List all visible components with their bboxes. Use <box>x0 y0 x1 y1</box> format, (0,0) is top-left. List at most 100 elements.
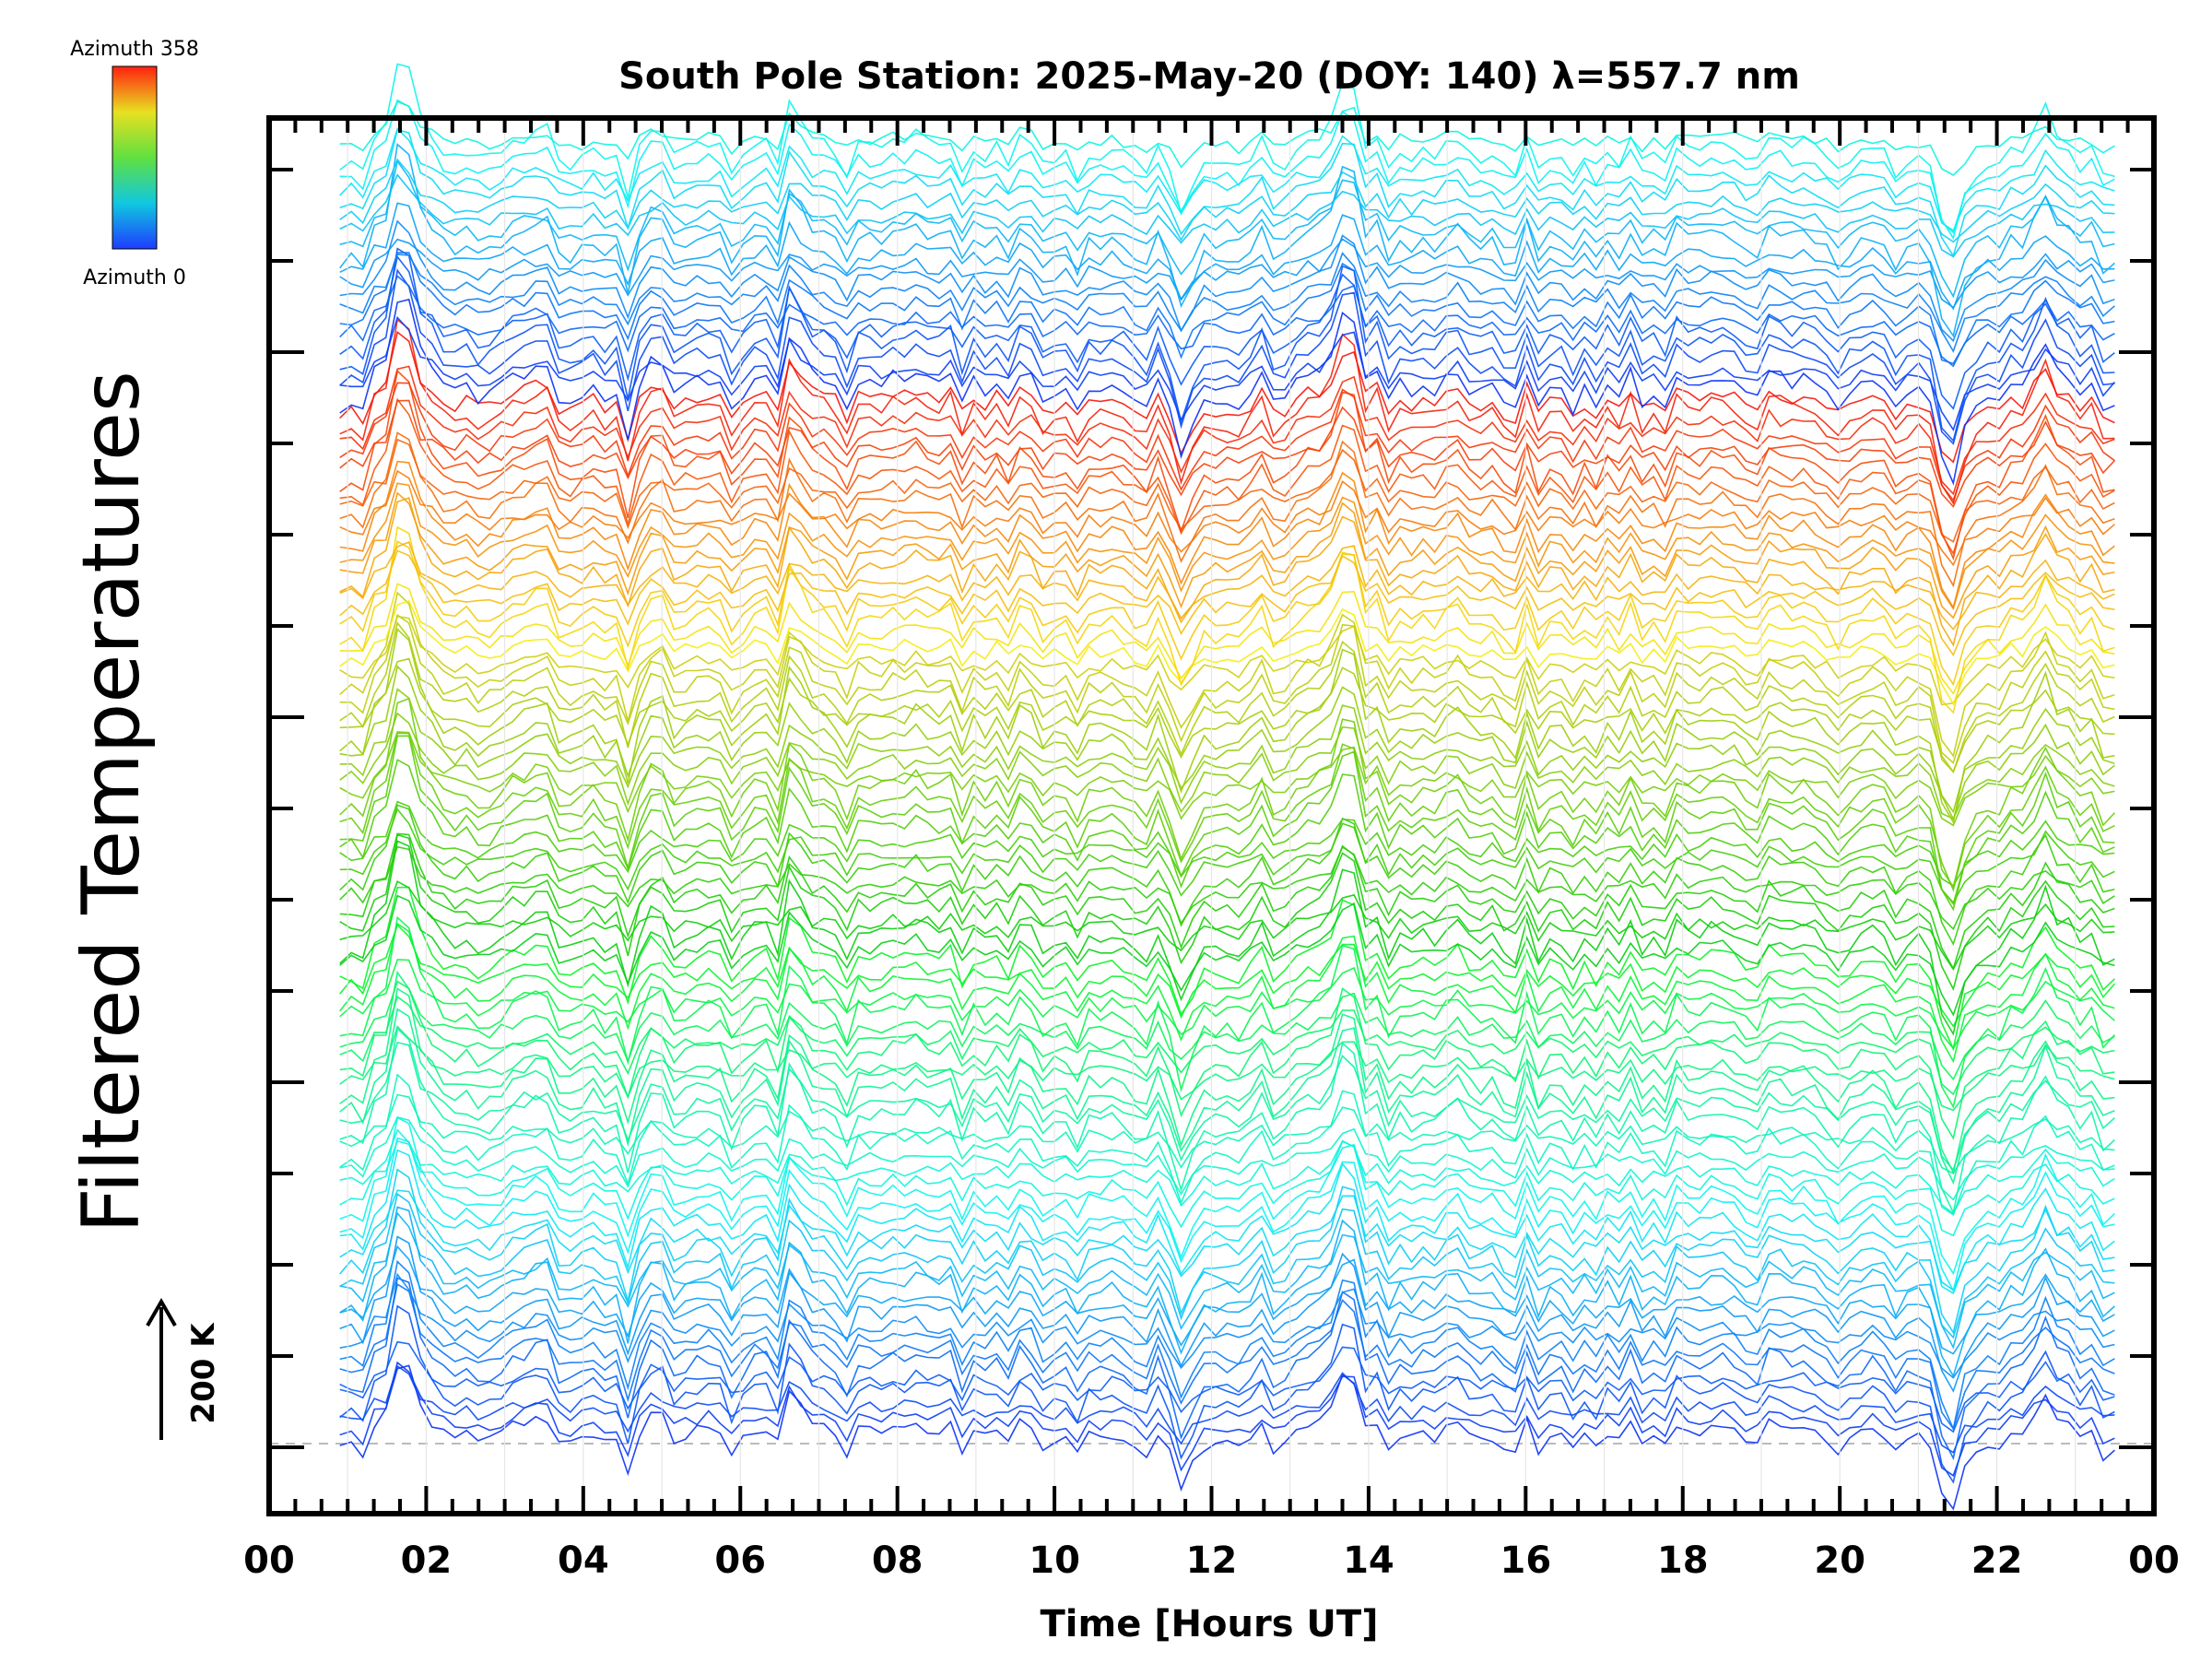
azimuth-trace <box>339 143 2115 338</box>
chart-title: South Pole Station: 2025-May-20 (DOY: 14… <box>618 55 1800 98</box>
azimuth-trace <box>339 657 2115 773</box>
colorbar-gradient <box>112 65 158 250</box>
scale-arrow-label: 200 K <box>185 1322 222 1424</box>
azimuth-trace <box>339 219 2115 343</box>
azimuth-trace <box>339 1027 2115 1215</box>
azimuth-trace <box>339 833 2115 992</box>
azimuth-trace <box>339 431 2115 588</box>
azimuth-trace <box>339 1149 2115 1295</box>
x-tick-label: 00 <box>2128 1539 2180 1582</box>
azimuth-trace <box>339 591 2115 758</box>
azimuth-trace <box>339 832 2115 971</box>
azimuth-trace <box>339 496 2115 647</box>
azimuth-trace <box>339 996 2115 1096</box>
azimuth-trace <box>339 665 2115 814</box>
azimuth-trace <box>339 491 2115 619</box>
azimuth-trace <box>339 970 2115 1140</box>
azimuth-trace <box>339 1008 2115 1185</box>
azimuth-trace <box>339 438 2115 543</box>
azimuth-trace <box>339 1282 2115 1431</box>
azimuth-trace <box>339 315 2116 432</box>
azimuth-trace <box>339 99 2115 241</box>
azimuth-trace <box>339 1206 2115 1378</box>
azimuth-trace <box>339 1073 2115 1217</box>
azimuth-trace <box>339 158 2115 243</box>
azimuth-trace <box>339 923 2116 1028</box>
x-tick-label: 20 <box>1814 1539 1865 1582</box>
azimuth-trace <box>339 959 2115 1050</box>
azimuth-trace <box>339 128 2115 258</box>
x-tick-label: 06 <box>714 1539 766 1582</box>
azimuth-trace <box>339 735 2115 906</box>
x-tick-label: 22 <box>1971 1539 2023 1582</box>
x-tick-label: 04 <box>558 1539 609 1582</box>
y-axis-label: Filtered Temperatures <box>65 371 158 1233</box>
azimuth-trace <box>339 1041 2115 1172</box>
azimuth-trace <box>339 1168 2115 1335</box>
azimuth-trace <box>339 808 2115 904</box>
azimuth-trace <box>339 298 2115 486</box>
azimuth-trace <box>339 540 2115 687</box>
x-axis-label: Time [Hours UT] <box>1041 1603 1379 1645</box>
colorbar-bottom-label: Azimuth 0 <box>83 266 186 289</box>
x-tick-label: 16 <box>1500 1539 1551 1582</box>
scale-arrow-head <box>146 1297 177 1327</box>
azimuth-trace <box>339 460 2115 610</box>
x-tick-label: 12 <box>1186 1539 1238 1582</box>
azimuth-trace <box>339 541 2115 631</box>
azimuth-trace <box>339 159 2115 299</box>
x-tick-label: 14 <box>1343 1539 1394 1582</box>
x-tick-label: 10 <box>1029 1539 1080 1582</box>
azimuth-trace <box>339 980 2115 1081</box>
azimuth-trace <box>339 397 2115 556</box>
azimuth-trace <box>339 318 2115 505</box>
azimuth-trace <box>339 922 2115 1064</box>
azimuth-trace <box>339 800 2115 888</box>
azimuth-trace <box>339 1364 2115 1454</box>
azimuth-trace <box>339 247 2115 442</box>
azimuth-trace <box>339 1272 2115 1379</box>
azimuth-trace <box>339 1115 2115 1201</box>
azimuth-trace <box>339 365 2115 496</box>
azimuth-trace <box>339 840 2115 1036</box>
azimuth-trace <box>339 804 2115 947</box>
azimuth-trace <box>339 894 2115 1017</box>
azimuth-trace <box>339 202 2115 311</box>
azimuth-trace <box>339 599 2115 706</box>
azimuth-trace <box>339 1277 2115 1461</box>
azimuth-trace <box>339 1340 2115 1433</box>
azimuth-trace <box>339 732 2115 892</box>
azimuth-trace <box>339 369 2115 561</box>
azimuth-trace <box>339 1093 2115 1174</box>
azimuth-trace <box>339 1192 2115 1339</box>
azimuth-trace <box>339 620 2115 773</box>
azimuth-trace <box>339 613 2115 764</box>
azimuth-trace <box>339 627 2115 824</box>
azimuth-trace <box>339 482 2115 611</box>
azimuth-trace <box>339 1259 2115 1432</box>
azimuth-trace <box>339 615 2115 706</box>
trace-group <box>269 63 2154 1511</box>
azimuth-trace <box>339 1137 2115 1293</box>
azimuth-trace <box>339 330 2115 464</box>
azimuth-trace <box>339 880 2115 971</box>
plot-frame <box>266 115 2157 1516</box>
azimuth-trace <box>339 549 2115 657</box>
x-tick-label: 00 <box>243 1539 295 1582</box>
azimuth-trace <box>339 712 2115 820</box>
azimuth-trace <box>339 525 2115 714</box>
azimuth-trace <box>339 1128 2115 1215</box>
x-tick-label: 02 <box>401 1539 453 1582</box>
x-tick-label: 18 <box>1657 1539 1709 1582</box>
azimuth-trace <box>339 275 2115 368</box>
azimuth-trace <box>339 1189 2115 1291</box>
azimuth-trace <box>339 697 2115 889</box>
scale-arrow: 200 K <box>146 1297 222 1440</box>
azimuth-trace <box>339 987 2115 1175</box>
azimuth-trace <box>339 688 2115 821</box>
azimuth-trace <box>339 1116 2115 1276</box>
azimuth-trace <box>339 238 2115 309</box>
azimuth-trace <box>339 886 2115 1052</box>
